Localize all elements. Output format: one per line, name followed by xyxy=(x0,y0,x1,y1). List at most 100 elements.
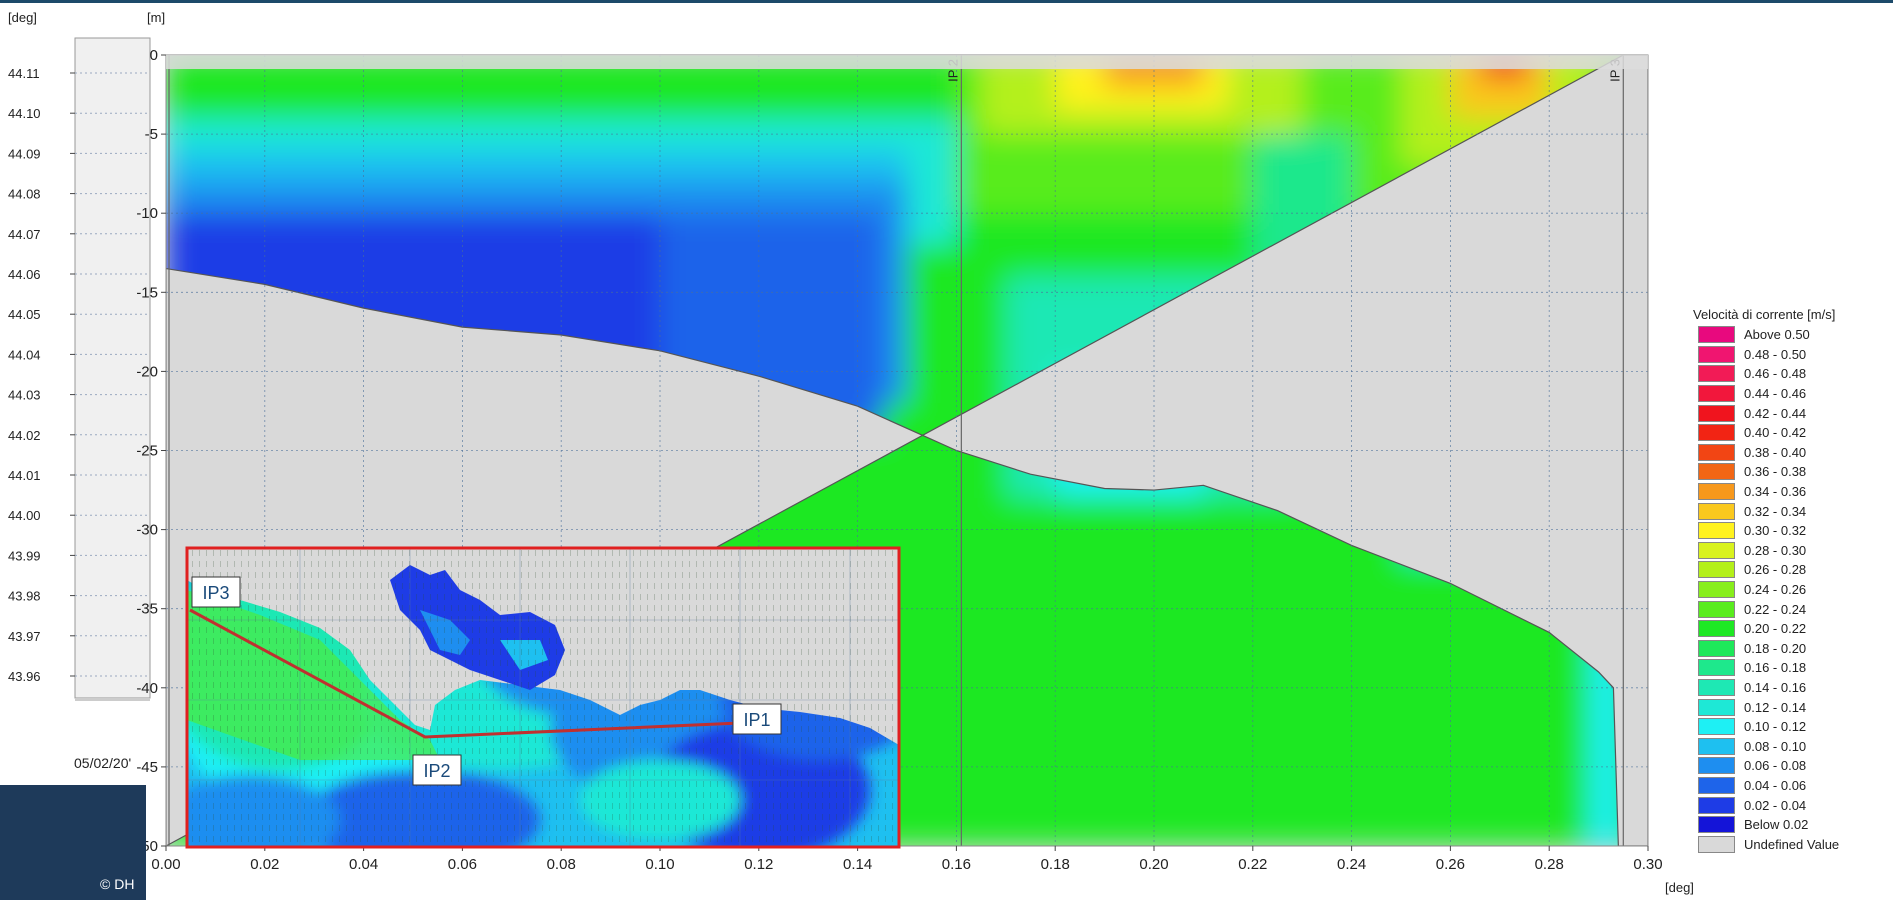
x-tick-label: 0.24 xyxy=(1337,856,1366,873)
legend-label: 0.36 - 0.38 xyxy=(1744,464,1807,480)
legend-item: 0.40 - 0.42 xyxy=(1693,423,1893,443)
legend-swatch xyxy=(1698,718,1735,736)
legend-swatch xyxy=(1698,483,1735,501)
legend-item: 0.02 - 0.04 xyxy=(1693,795,1893,815)
inset-label-ip1: IP1 xyxy=(732,703,782,735)
left-tick-label: 44.02 xyxy=(8,428,41,443)
y-axis-label: [m] xyxy=(147,10,165,25)
left-tick-label: 43.97 xyxy=(8,629,41,644)
legend-swatch xyxy=(1698,600,1735,618)
inset-current-arrows xyxy=(187,548,899,847)
left-tick-label: 44.08 xyxy=(8,187,41,202)
legend-item: 0.06 - 0.08 xyxy=(1693,756,1893,776)
left-tick-label: 44.03 xyxy=(8,388,41,403)
legend-swatch xyxy=(1698,522,1735,540)
left-tick-label: 44.04 xyxy=(8,347,41,362)
y-tick-label: 0 xyxy=(150,47,158,64)
legend-label: 0.40 - 0.42 xyxy=(1744,425,1807,441)
velocity-legend: Velocità di corrente [m/s] Above 0.50 0.4… xyxy=(1693,307,1893,854)
legend-item: 0.36 - 0.38 xyxy=(1693,462,1893,482)
legend-swatch xyxy=(1698,365,1735,383)
x-tick-label: 0.18 xyxy=(1041,856,1070,873)
legend-label: 0.24 - 0.26 xyxy=(1744,582,1807,598)
top-accent-bar xyxy=(0,0,1893,3)
left-panel-unit: [deg] xyxy=(8,10,37,25)
legend-swatch xyxy=(1698,737,1735,755)
x-tick-label: 0.22 xyxy=(1238,856,1267,873)
legend-item: 0.42 - 0.44 xyxy=(1693,403,1893,423)
legend-label: 0.42 - 0.44 xyxy=(1744,405,1807,421)
y-axis-ticks: 0-5-10-15-20-25-30-35-40-45-50 xyxy=(136,47,166,855)
legend-title: Velocità di corrente [m/s] xyxy=(1693,307,1836,322)
x-tick-label: 0.10 xyxy=(645,856,674,873)
legend-label: 0.16 - 0.18 xyxy=(1744,660,1807,676)
transect-line xyxy=(189,608,741,739)
left-tick-label: 44.05 xyxy=(8,307,41,322)
legend-swatch xyxy=(1698,326,1735,344)
svg-text:IP2: IP2 xyxy=(423,761,450,781)
grid-lines xyxy=(166,55,1648,846)
left-tick-label: 44.11 xyxy=(8,66,40,81)
legend-swatch xyxy=(1698,345,1735,363)
legend-label: 0.46 - 0.48 xyxy=(1744,366,1807,382)
legend-item: 0.16 - 0.18 xyxy=(1693,658,1893,678)
svg-text:IP3: IP3 xyxy=(202,583,229,603)
svg-text:IP1: IP1 xyxy=(743,710,770,730)
legend-label: 0.08 - 0.10 xyxy=(1744,738,1807,754)
legend-item: 0.32 - 0.34 xyxy=(1693,501,1893,521)
legend-item: 0.10 - 0.12 xyxy=(1693,717,1893,737)
legend-swatch xyxy=(1698,404,1735,422)
legend-label: 0.32 - 0.34 xyxy=(1744,503,1807,519)
left-panel-ticks: 44.11 44.10 44.09 44.08 44.07 44.06 44.05 44.04… xyxy=(8,66,150,684)
legend-label: 0.26 - 0.28 xyxy=(1744,562,1807,578)
legend-label: 0.34 - 0.36 xyxy=(1744,484,1807,500)
legend-item: 0.12 - 0.14 xyxy=(1693,697,1893,717)
y-tick-label: -30 xyxy=(136,522,158,539)
copyright-text: © DH xyxy=(100,876,135,892)
legend-label: 0.48 - 0.50 xyxy=(1744,346,1807,362)
legend-swatch xyxy=(1698,776,1735,794)
y-tick-label: -15 xyxy=(136,284,158,301)
legend-item: 0.04 - 0.06 xyxy=(1693,776,1893,796)
left-tick-label: 43.99 xyxy=(8,548,41,563)
left-tick-label: 44.01 xyxy=(8,468,41,483)
y-tick-label: -25 xyxy=(136,443,158,460)
inset-frame xyxy=(185,546,901,849)
legend-swatch xyxy=(1698,639,1735,657)
legend-rows: Above 0.50 0.48 - 0.50 0.46 - 0.48 0.44 - 0… xyxy=(1693,325,1893,854)
plot-top-strip xyxy=(166,55,1648,69)
left-latitude-panel: [deg] 44.11 44.10 44.09 44.08 44.07 44.06 44.0… xyxy=(8,10,151,701)
x-tick-label: 0.26 xyxy=(1436,856,1465,873)
x-tick-label: 0.16 xyxy=(942,856,971,873)
legend-swatch xyxy=(1698,698,1735,716)
legend-label: Below 0.02 xyxy=(1744,817,1809,833)
x-tick-label: 0.14 xyxy=(843,856,872,873)
legend-swatch xyxy=(1698,816,1735,834)
legend-item: 0.28 - 0.30 xyxy=(1693,541,1893,561)
legend-swatch xyxy=(1698,835,1735,853)
legend-item: 0.44 - 0.46 xyxy=(1693,384,1893,404)
legend-item: 0.22 - 0.24 xyxy=(1693,599,1893,619)
legend-item: Above 0.50 xyxy=(1693,325,1893,345)
left-panel-date: 05/02/20' xyxy=(74,755,132,771)
legend-label: 0.28 - 0.30 xyxy=(1744,542,1807,558)
legend-label: 0.14 - 0.16 xyxy=(1744,679,1807,695)
legend-item: 0.34 - 0.36 xyxy=(1693,482,1893,502)
legend-item: 0.24 - 0.26 xyxy=(1693,580,1893,600)
legend-item: Undefined Value xyxy=(1693,834,1893,854)
y-tick-label: -20 xyxy=(136,363,158,380)
left-tick-label: 43.98 xyxy=(8,589,41,604)
legend-swatch xyxy=(1698,561,1735,579)
x-tick-label: 0.12 xyxy=(744,856,773,873)
x-tick-label: 0.06 xyxy=(448,856,477,873)
legend-swatch xyxy=(1698,678,1735,696)
y-tick-label: -45 xyxy=(136,759,158,776)
legend-label: 0.02 - 0.04 xyxy=(1744,797,1807,813)
legend-item: 0.26 - 0.28 xyxy=(1693,560,1893,580)
legend-swatch xyxy=(1698,581,1735,599)
x-tick-label: 0.02 xyxy=(250,856,279,873)
legend-label: 0.38 - 0.40 xyxy=(1744,444,1807,460)
legend-swatch xyxy=(1698,541,1735,559)
legend-item: 0.48 - 0.50 xyxy=(1693,345,1893,365)
